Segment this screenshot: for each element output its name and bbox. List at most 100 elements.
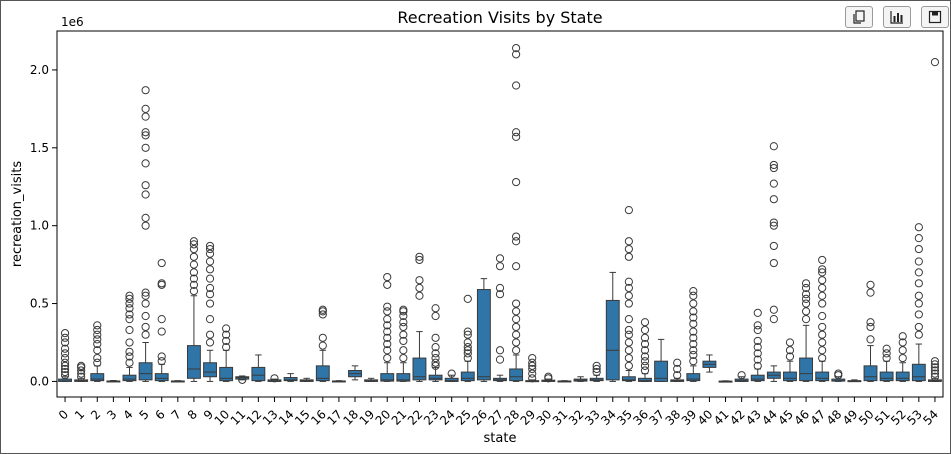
y-tick-label: 0.0 [30,374,49,388]
outlier-point [205,257,215,266]
box-group-state-5 [138,86,153,382]
outlier-point [512,237,521,246]
outlier-point [222,324,231,333]
outlier-point [737,371,746,380]
box-iqr [895,371,910,382]
box-group-state-13 [267,374,282,383]
box-group-state-24 [444,369,459,382]
outlier-point [753,325,762,335]
outlier-point [157,352,166,361]
y-tick-label: 0.5 [30,297,49,311]
outlier-point [640,357,650,366]
outlier-point [383,327,392,336]
outlier-point [769,241,778,251]
outlier-point [528,358,537,367]
x-axis-label: state [484,431,517,446]
outlier-point [769,160,778,170]
outlier-point [512,338,521,347]
outlier-point [383,339,392,349]
outlier-point [818,291,827,300]
outlier-point [141,213,150,222]
outlier-point [60,364,70,374]
outlier-point [222,343,231,352]
outlier-point [769,163,778,173]
outlier-point [785,346,795,355]
outlier-point [125,299,134,308]
outlier-point [769,305,778,314]
outlier-point [141,86,150,95]
copy-icon [852,10,866,24]
outlier-point [495,262,505,271]
outlier-point [93,321,102,330]
outlier-point [640,339,650,349]
axes-frame [56,30,944,398]
outlier-point [818,346,827,355]
outlier-point [769,218,778,227]
outlier-point [689,333,698,342]
outlier-point [431,333,440,342]
box-group-state-20 [380,272,395,382]
outlier-point [689,319,698,328]
outlier-point [431,311,440,321]
outlier-point [624,283,633,293]
box-group-state-21 [396,305,411,382]
outlier-point [60,344,70,353]
outlier-point [399,305,408,314]
outlier-point [415,252,424,261]
outlier-point [125,304,134,313]
x-tick-label: 5 [136,407,151,422]
box-group-state-43 [750,308,765,382]
outlier-point [801,290,811,299]
outlier-point [930,58,940,67]
copy-button[interactable] [845,6,873,28]
box-group-state-31 [557,380,572,383]
x-tick-label: 0 [56,407,71,422]
outlier-point [512,177,521,187]
y-tick-label: 1.0 [30,219,49,233]
box-iqr [621,376,636,382]
outlier-point [60,358,70,367]
outlier-point [624,206,633,215]
outlier-point [447,369,456,378]
y-axis-label: recreation_visits [10,161,25,267]
outlier-point [125,310,134,319]
x-tick-label: 8 [185,407,200,422]
outlier-point [512,81,521,90]
outlier-point [431,349,440,358]
box-group-state-32 [573,376,588,382]
outlier-point [189,274,199,283]
box-iqr [750,374,765,382]
chart-view-button[interactable] [883,6,911,28]
outlier-point [689,313,698,322]
outlier-point [689,307,698,316]
outlier-point [930,372,940,381]
box-iqr [911,363,926,382]
outlier-point [769,195,778,204]
outlier-point [930,363,940,372]
save-icon [928,10,942,24]
outlier-point [528,369,537,378]
outlier-point [141,181,150,190]
box-iqr [799,357,814,382]
outlier-point [60,338,70,347]
box-iqr [412,357,427,381]
box-iqr [203,362,217,378]
outlier-point [93,325,102,335]
outlier-point [93,335,102,344]
x-tick-label: 6 [153,407,168,422]
outlier-point [624,361,633,370]
outlier-point [383,302,392,311]
outlier-point [318,333,327,342]
box-group-state-25 [460,294,475,382]
outlier-point [205,249,215,258]
outlier-point [640,325,650,335]
box-group-state-35 [621,206,636,382]
box-group-state-22 [412,252,427,382]
outlier-point [512,322,521,332]
outlier-point [818,322,827,332]
y-tick-label: 2.0 [30,63,49,77]
outlier-point [914,291,923,300]
save-button[interactable] [921,6,949,28]
outlier-point [157,279,166,288]
